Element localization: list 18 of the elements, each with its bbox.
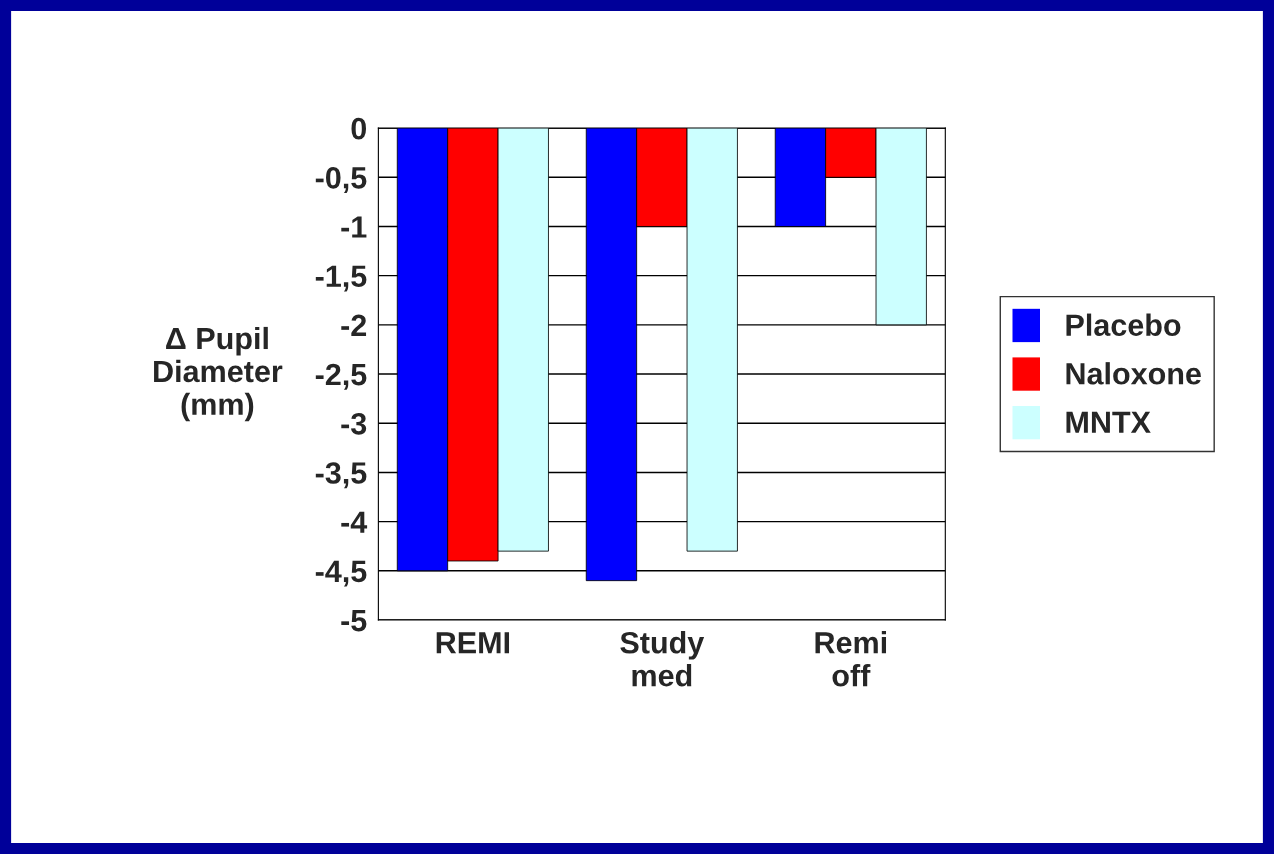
legend-label: Naloxone bbox=[1066, 362, 1201, 385]
y-tick-label: -2 bbox=[341, 314, 367, 336]
legend-label: MNTX bbox=[1066, 411, 1151, 433]
x-tick-label: Remi off bbox=[815, 631, 887, 687]
y-tick-label: 0 bbox=[351, 117, 367, 140]
y-tick-label: -2,5 bbox=[315, 363, 367, 390]
x-tick-label: REMI bbox=[436, 632, 510, 654]
y-tick-label: -3 bbox=[341, 412, 367, 435]
y-tick-label: -1,5 bbox=[315, 265, 367, 292]
x-tick-label: Study med bbox=[620, 631, 705, 687]
y-tick-label: -1 bbox=[341, 216, 367, 238]
y-tick-label: -4 bbox=[341, 511, 368, 533]
y-tick-label: -5 bbox=[341, 610, 367, 632]
legend-label: Placebo bbox=[1066, 313, 1181, 337]
y-tick-label: -3,5 bbox=[315, 462, 367, 489]
y-tick-label: -4,5 bbox=[315, 560, 367, 587]
y-axis-title: Δ Pupil Diameter (mm) bbox=[154, 326, 283, 422]
y-tick-label: -0,5 bbox=[315, 167, 367, 194]
